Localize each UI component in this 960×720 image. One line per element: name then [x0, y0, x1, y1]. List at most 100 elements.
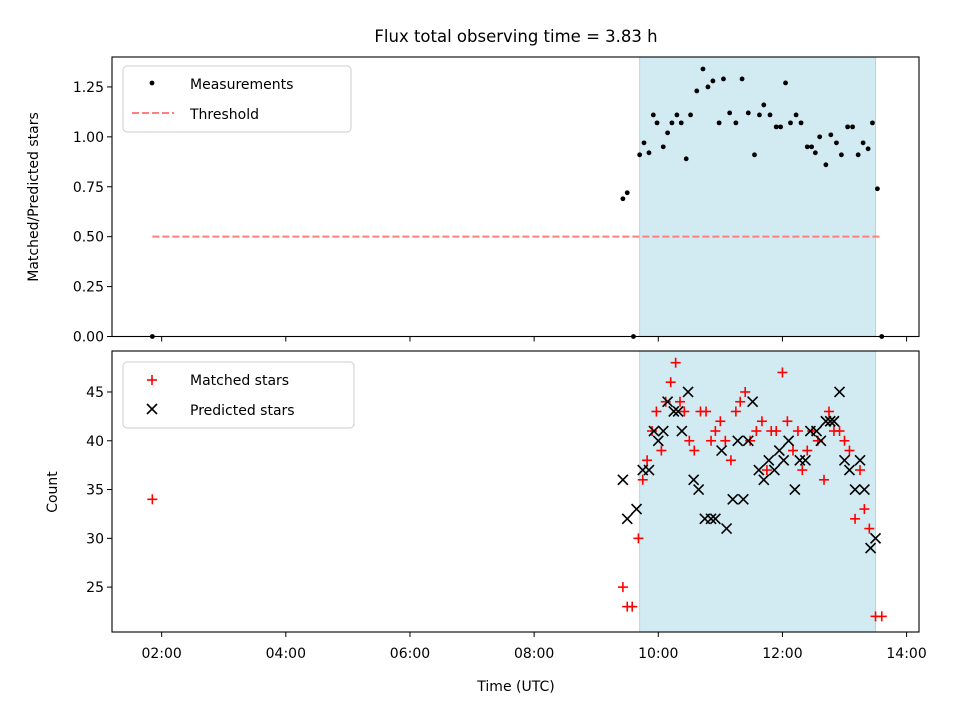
- predicted-star-point: [843, 464, 856, 476]
- measurement-point: [823, 162, 829, 168]
- measurement-point: [646, 150, 652, 156]
- measurement-point: [637, 152, 643, 158]
- bottom-xlabel: Time (UTC): [476, 679, 554, 695]
- bottom-xtick-label: 14:00: [886, 646, 926, 662]
- matched-star-point: [651, 406, 662, 417]
- predicted-star-point: [778, 454, 790, 466]
- legend-predicted-label: Predicted stars: [190, 403, 295, 419]
- measurement-point: [620, 196, 626, 202]
- predicted-star-point: [709, 513, 721, 525]
- matched-star-point: [656, 445, 667, 456]
- predicted-star-point: [763, 454, 775, 466]
- predicted-star-point: [617, 474, 629, 486]
- matched-star-point: [706, 435, 717, 446]
- matched-star-point: [740, 386, 751, 397]
- predicted-star-point: [865, 542, 877, 554]
- legend-measurements-label: Measurements: [190, 77, 293, 93]
- measurement-point: [793, 112, 799, 118]
- legend-measurements-marker: [149, 80, 155, 86]
- predicted-star-point: [849, 483, 861, 496]
- measurement-point: [669, 120, 675, 126]
- measurement-point: [710, 78, 716, 84]
- top-ytick-label: 0.00: [73, 330, 104, 346]
- predicted-star-point: [662, 396, 674, 408]
- bottom-ytick-label: 40: [86, 434, 104, 450]
- top-ytick-label: 1.00: [73, 130, 104, 146]
- predicted-star-point: [682, 386, 694, 398]
- measurement-point: [716, 120, 722, 126]
- matched-star-point: [684, 435, 695, 446]
- top-ytick-label: 1.25: [73, 80, 104, 96]
- predicted-star-point: [630, 503, 643, 515]
- matched-star-point: [745, 435, 756, 446]
- measurement-point: [705, 84, 711, 90]
- measurement-point: [745, 110, 751, 116]
- matched-star-point: [725, 455, 736, 466]
- predicted-star-point: [737, 493, 749, 505]
- bottom-plot-frame: [111, 350, 920, 633]
- predicted-star-point: [758, 474, 770, 486]
- matched-star-point: [782, 416, 793, 427]
- matched-star-point: [710, 426, 721, 437]
- measurement-point: [752, 152, 757, 158]
- legend-matched-marker: [147, 375, 157, 385]
- matched-star-point: [660, 396, 671, 407]
- matched-star-point: [627, 601, 638, 612]
- matched-star-point: [771, 426, 782, 437]
- matched-star-point: [850, 513, 861, 524]
- matched-star-point: [802, 445, 813, 456]
- matched-star-point: [777, 367, 788, 378]
- predicted-star-point: [789, 483, 801, 496]
- matched-star-point: [617, 582, 628, 593]
- measurement-point: [683, 156, 689, 162]
- bottom-ytick-label: 30: [86, 531, 104, 547]
- matched-star-point: [823, 406, 834, 417]
- bottom-xtick-label: 12:00: [762, 646, 802, 662]
- measurement-point: [783, 80, 788, 86]
- matched-star-point: [787, 445, 798, 456]
- matched-star-point: [761, 465, 772, 476]
- measurement-point: [767, 112, 773, 118]
- measurement-point: [870, 120, 875, 126]
- predicted-star-point: [747, 396, 759, 408]
- measurement-point: [850, 124, 855, 130]
- bottom-xtick-label: 10:00: [638, 646, 678, 662]
- predicted-star-point: [648, 425, 660, 437]
- matched-star-point: [859, 504, 870, 515]
- measurement-point: [860, 140, 866, 146]
- predicted-star-point: [833, 386, 846, 398]
- bottom-xtick-label: 02:00: [141, 646, 181, 662]
- predicted-star-point: [768, 464, 780, 476]
- measurement-point: [678, 120, 684, 126]
- matched-star-point: [147, 494, 158, 505]
- predicted-star-point: [858, 483, 870, 496]
- measurement-point: [700, 66, 706, 72]
- measurement-point: [733, 120, 739, 126]
- matched-star-point: [675, 396, 686, 407]
- measurement-point: [665, 130, 670, 136]
- measurement-point: [650, 112, 656, 118]
- top-ytick-label: 0.50: [73, 230, 104, 246]
- measurement-point: [875, 186, 880, 192]
- predicted-star-point: [732, 435, 744, 447]
- top-panel: 0.00 0.25 0.50 0.75 1.00 1.25 Matched/Predict…: [26, 56, 920, 346]
- predicted-star-point: [668, 405, 680, 418]
- legend-threshold-label: Threshold: [189, 107, 259, 123]
- matched-star-point: [637, 474, 648, 485]
- top-ytick-label: 0.25: [73, 280, 104, 296]
- matched-star-point: [715, 416, 726, 427]
- predicted-star-point: [643, 464, 655, 476]
- matched-star-point: [670, 357, 681, 368]
- matched-star-point: [756, 416, 767, 427]
- measurement-point: [721, 76, 726, 82]
- predicted-star-point: [705, 513, 717, 525]
- bottom-ylabel: Count: [45, 471, 61, 513]
- measurement-point: [798, 120, 804, 126]
- predicted-star-point: [621, 513, 633, 525]
- matched-star-point: [665, 377, 676, 388]
- measurement-point: [641, 140, 647, 146]
- matched-star-point: [701, 406, 712, 417]
- measurement-point: [845, 124, 851, 130]
- top-legend: Measurements Threshold: [122, 65, 352, 133]
